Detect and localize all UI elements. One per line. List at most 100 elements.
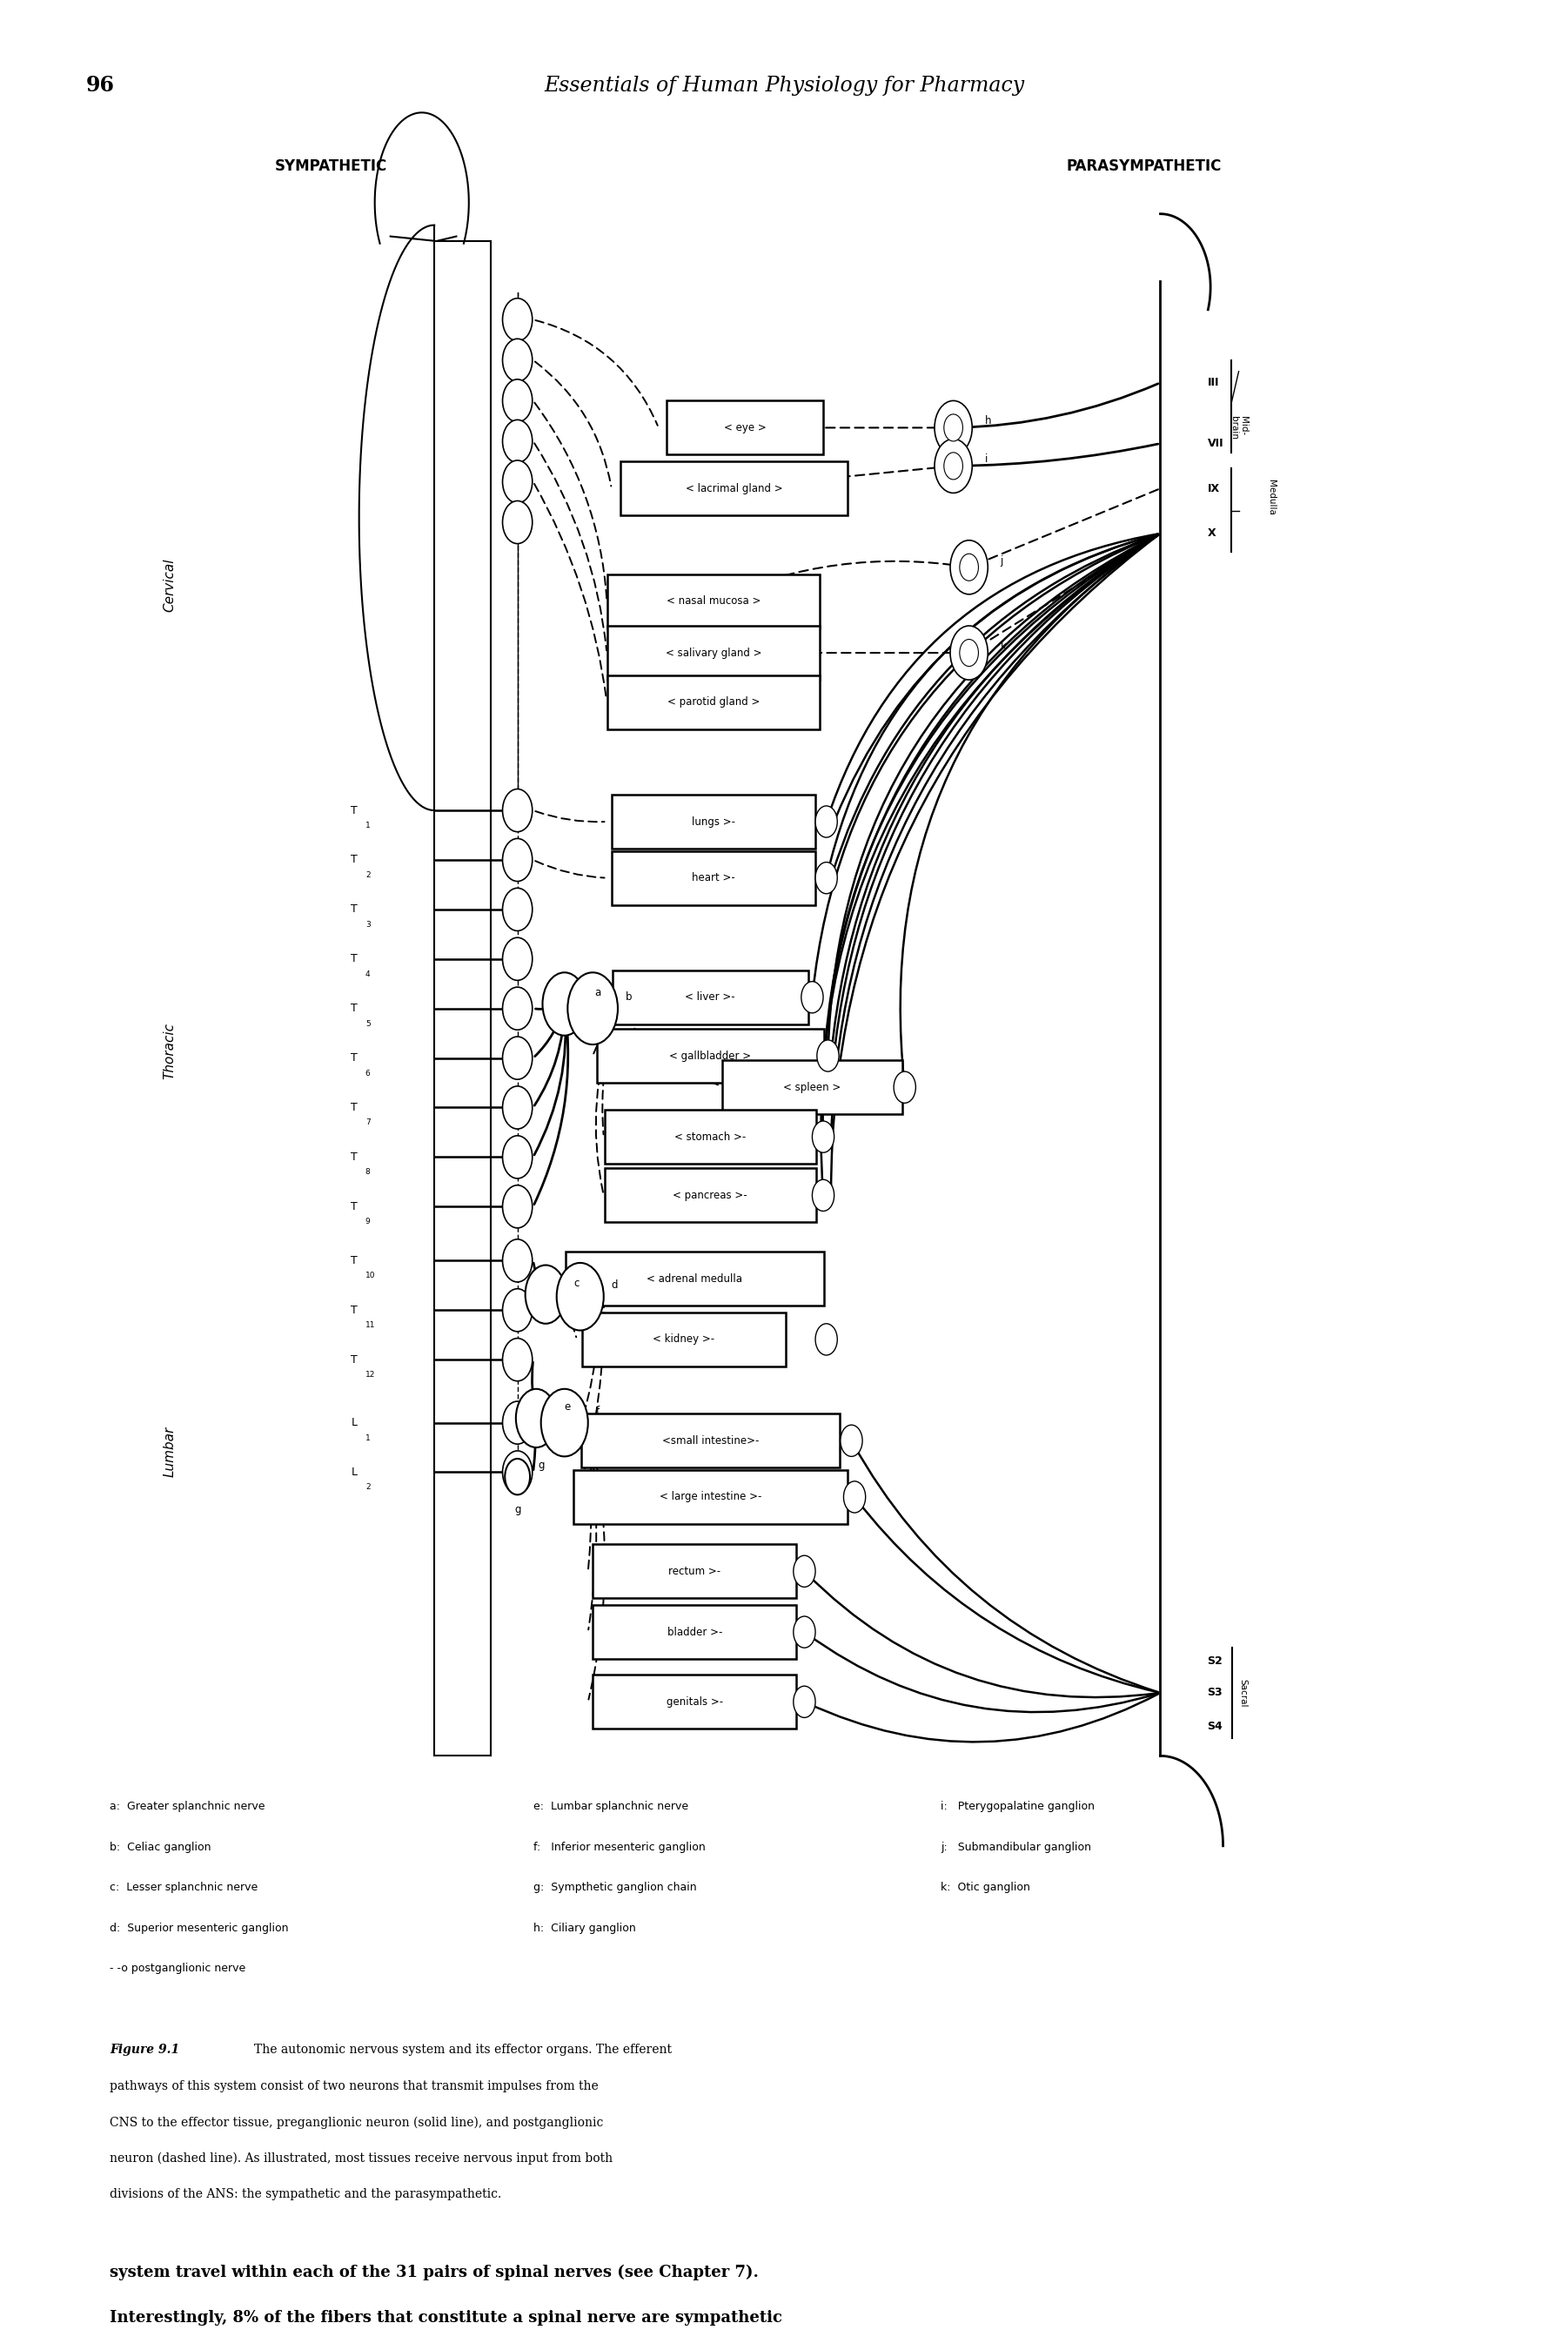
Text: heart >-: heart >- (691, 872, 735, 884)
Circle shape (944, 454, 963, 479)
Circle shape (815, 862, 837, 893)
Circle shape (525, 1264, 566, 1323)
Text: h:  Ciliary ganglion: h: Ciliary ganglion (533, 1922, 635, 1934)
Circle shape (844, 1480, 866, 1513)
Text: - -o postganglionic nerve: - -o postganglionic nerve (110, 1962, 246, 1974)
Circle shape (557, 1262, 604, 1330)
Circle shape (950, 625, 988, 679)
Text: T: T (351, 855, 358, 865)
Text: b:  Celiac ganglion: b: Celiac ganglion (110, 1842, 212, 1852)
Circle shape (503, 888, 533, 931)
Text: T: T (351, 1354, 358, 1365)
Text: divisions of the ANS: the sympathetic and the parasympathetic.: divisions of the ANS: the sympathetic an… (110, 2188, 502, 2200)
Circle shape (950, 540, 988, 595)
Text: < kidney >-: < kidney >- (652, 1335, 715, 1344)
Text: 6: 6 (365, 1069, 370, 1076)
Circle shape (543, 973, 586, 1036)
Bar (612, 971, 809, 1025)
Text: T: T (351, 1304, 358, 1316)
Text: system travel within each of the 31 pairs of spinal nerves (see Chapter 7).: system travel within each of the 31 pair… (110, 2265, 759, 2279)
Text: L: L (351, 1466, 358, 1478)
Circle shape (894, 1072, 916, 1102)
Text: < adrenal medulla: < adrenal medulla (646, 1274, 743, 1285)
Text: PARASYMPATHETIC: PARASYMPATHETIC (1066, 160, 1221, 174)
Text: CNS to the effector tissue, preganglionic neuron (solid line), and postganglioni: CNS to the effector tissue, preganglioni… (110, 2115, 604, 2129)
Circle shape (503, 1238, 533, 1283)
Circle shape (505, 1459, 530, 1495)
Text: L: L (351, 1417, 358, 1429)
Bar (593, 1676, 797, 1730)
Text: Figure 9.1: Figure 9.1 (110, 2044, 179, 2056)
Text: T: T (351, 1003, 358, 1015)
Bar (574, 1471, 847, 1525)
Circle shape (503, 839, 533, 881)
Text: Essentials of Human Physiology for Pharmacy: Essentials of Human Physiology for Pharm… (544, 75, 1024, 96)
Text: T: T (351, 1053, 358, 1065)
Text: e: e (564, 1401, 571, 1412)
Bar (593, 1605, 797, 1659)
Text: T: T (351, 1255, 358, 1267)
Circle shape (793, 1685, 815, 1718)
Text: Thoracic: Thoracic (163, 1022, 176, 1079)
Text: 12: 12 (365, 1370, 375, 1379)
Text: 1: 1 (365, 822, 370, 830)
Text: 96: 96 (86, 75, 114, 96)
Text: j: j (1000, 555, 1004, 566)
Bar (621, 461, 847, 515)
Text: < gallbladder >: < gallbladder > (670, 1050, 751, 1062)
Text: neuron (dashed line). As illustrated, most tissues receive nervous input from bo: neuron (dashed line). As illustrated, mo… (110, 2153, 613, 2164)
Circle shape (944, 414, 963, 442)
Circle shape (503, 378, 533, 423)
Circle shape (503, 1401, 533, 1445)
Bar (612, 794, 815, 848)
Text: X: X (1207, 529, 1215, 538)
Circle shape (840, 1424, 862, 1457)
Text: f:   Inferior mesenteric ganglion: f: Inferior mesenteric ganglion (533, 1842, 706, 1852)
Text: < spleen >: < spleen > (784, 1081, 840, 1093)
Bar (608, 573, 818, 627)
Text: <small intestine>-: <small intestine>- (662, 1436, 759, 1445)
Text: VII: VII (1207, 437, 1223, 449)
Bar (593, 1544, 797, 1598)
Text: < large intestine >-: < large intestine >- (659, 1492, 762, 1502)
Text: 8: 8 (365, 1168, 370, 1175)
Text: j:   Submandibular ganglion: j: Submandibular ganglion (941, 1842, 1091, 1852)
Text: < liver >-: < liver >- (685, 992, 735, 1003)
Text: 9: 9 (365, 1217, 370, 1227)
Text: < eye >: < eye > (723, 423, 767, 432)
Bar (580, 1415, 840, 1469)
Text: < parotid gland >: < parotid gland > (666, 696, 760, 707)
Text: rectum >-: rectum >- (668, 1565, 721, 1577)
Circle shape (503, 461, 533, 503)
Text: < salivary gland >: < salivary gland > (665, 646, 762, 658)
Text: g: g (514, 1504, 521, 1516)
Text: 10: 10 (365, 1271, 375, 1281)
Bar (564, 1253, 825, 1307)
Text: pathways of this system consist of two neurons that transmit impulses from the: pathways of this system consist of two n… (110, 2080, 599, 2092)
Text: T: T (351, 1102, 358, 1114)
Circle shape (801, 982, 823, 1013)
Bar (666, 402, 823, 454)
Text: d:  Superior mesenteric ganglion: d: Superior mesenteric ganglion (110, 1922, 289, 1934)
Text: T: T (351, 804, 358, 815)
Text: T: T (351, 1152, 358, 1163)
Text: S4: S4 (1207, 1720, 1223, 1732)
Text: Mid-
brain: Mid- brain (1229, 416, 1248, 439)
Text: g: g (538, 1459, 544, 1471)
Text: III: III (1207, 376, 1218, 388)
Circle shape (503, 938, 533, 980)
Text: genitals >-: genitals >- (666, 1697, 723, 1708)
Text: i: i (985, 454, 988, 465)
Text: e:  Lumbar splanchnic nerve: e: Lumbar splanchnic nerve (533, 1800, 688, 1812)
Circle shape (503, 1135, 533, 1177)
Text: < lacrimal gland >: < lacrimal gland > (685, 482, 782, 494)
Circle shape (812, 1121, 834, 1152)
Text: 2: 2 (365, 1483, 370, 1492)
Text: d: d (612, 1281, 618, 1290)
Bar (605, 1109, 817, 1163)
Circle shape (812, 1180, 834, 1210)
Text: 4: 4 (365, 971, 370, 978)
Text: b: b (626, 992, 632, 1003)
Text: h: h (985, 416, 991, 428)
Text: bladder >-: bladder >- (666, 1626, 723, 1638)
